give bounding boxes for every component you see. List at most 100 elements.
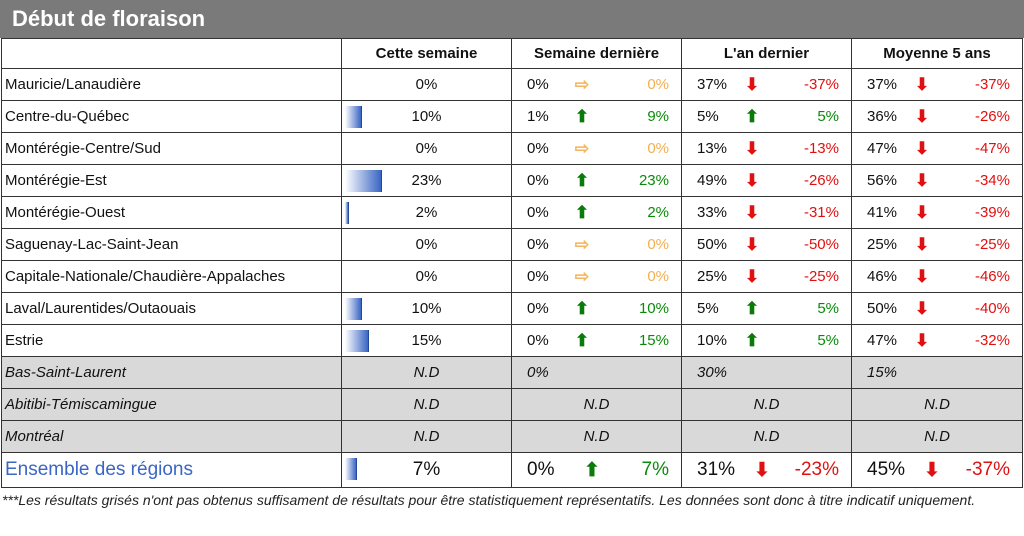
- arrow-right-icon: ⇨: [574, 74, 590, 94]
- avg-cell: 45% ⬇ -37%: [853, 454, 1022, 487]
- avg-cell: 37% ⬇ -37%: [853, 70, 1022, 100]
- arrow-down-icon: ⬇: [914, 202, 930, 222]
- ly-delta-value: -31%: [803, 204, 839, 221]
- lw-column-cell: 0% ⬆ 15%: [511, 324, 682, 357]
- lw-delta-value: 2%: [647, 204, 669, 221]
- ly-value: N.D: [681, 388, 852, 421]
- this-week-cell: 23%: [341, 164, 512, 197]
- lw-column-cell: 0% ⬆ 10%: [511, 292, 682, 325]
- ly-delta-value: -26%: [803, 172, 839, 189]
- ly-cell: 25% ⬇ -25%: [683, 262, 851, 292]
- table-row: Montérégie-Est 23% 0% ⬆ 23% 49% ⬇ -26% 56% ⬇ -34%: [1, 164, 1023, 197]
- lw-column-cell: 0% ⬆ 23%: [511, 164, 682, 197]
- lw-base-value: 0%: [527, 268, 549, 285]
- lw-value: N.D: [511, 388, 682, 421]
- arrow-down-icon: ⬇: [744, 202, 760, 222]
- avg-delta-value: -39%: [974, 204, 1010, 221]
- arrow-down-icon: ⬇: [914, 234, 930, 254]
- arrow-down-icon: ⬇: [914, 170, 930, 190]
- lw-delta-value: 0%: [647, 236, 669, 253]
- region-name: Bas-Saint-Laurent: [1, 356, 342, 389]
- ly-cell: 13% ⬇ -13%: [683, 134, 851, 164]
- arrow-down-icon: ⬇: [744, 170, 760, 190]
- arrow-right-icon: ⇨: [574, 266, 590, 286]
- this-week-cell: 2%: [341, 196, 512, 229]
- arrow-down-icon: ⬇: [914, 330, 930, 350]
- avg-delta-value: -34%: [974, 172, 1010, 189]
- avg-column-cell: 47% ⬇ -47%: [851, 132, 1023, 165]
- region-name: Laval/Laurentides/Outaouais: [1, 292, 342, 325]
- lw-base-value: 0%: [527, 300, 549, 317]
- lw-cell: 0% ⇨ 0%: [513, 70, 681, 100]
- lw-delta-value: 7%: [641, 459, 669, 480]
- arrow-down-icon: ⬇: [914, 266, 930, 286]
- ly-column-cell: 37% ⬇ -37%: [681, 68, 852, 101]
- table-row: Centre-du-Québec 10% 1% ⬆ 9% 5% ⬆ 5% 36% ⬇ -26%: [1, 100, 1023, 133]
- ly-cell: 50% ⬇ -50%: [683, 230, 851, 260]
- arrow-down-icon: ⬇: [914, 138, 930, 158]
- lw-cell: 0% ⬆ 7%: [513, 454, 681, 487]
- avg-cell: 47% ⬇ -32%: [853, 326, 1022, 356]
- avg-column-cell: 47% ⬇ -32%: [851, 324, 1023, 357]
- avg-base-value: 37%: [867, 76, 898, 93]
- avg-column-cell: 36% ⬇ -26%: [851, 100, 1023, 133]
- ly-column-cell: 50% ⬇ -50%: [681, 228, 852, 261]
- ly-column-cell: 5% ⬆ 5%: [681, 100, 852, 133]
- avg-delta-value: -47%: [974, 140, 1010, 157]
- this-week-value: 7%: [412, 459, 441, 480]
- arrow-up-icon: ⬆: [744, 298, 760, 318]
- ly-delta-value: 5%: [817, 332, 839, 349]
- avg-base-value: 36%: [867, 108, 898, 125]
- lw-cell: 0% ⇨ 0%: [513, 230, 681, 260]
- flowering-table: Cette semaine Semaine dernière L'an dern…: [1, 38, 1023, 488]
- table-row-insufficient: Bas-Saint-Laurent N.D 0% 30% 15%: [1, 356, 1023, 389]
- ly-delta-value: -13%: [803, 140, 839, 157]
- arrow-up-icon: ⬆: [574, 106, 590, 126]
- region-name: Mauricie/Lanaudière: [1, 68, 342, 101]
- header-region: [1, 38, 342, 69]
- lw-delta-value: 0%: [647, 268, 669, 285]
- avg-delta-value: -32%: [974, 332, 1010, 349]
- lw-cell: 0% ⬆ 23%: [513, 166, 681, 196]
- this-week-value: 0%: [415, 140, 438, 157]
- lw-delta-value: 10%: [638, 300, 669, 317]
- lw-base-value: 0%: [527, 332, 549, 349]
- avg-base-value: 46%: [867, 268, 898, 285]
- arrow-down-icon: ⬇: [744, 234, 760, 254]
- progress-bar: [345, 202, 349, 224]
- region-name: Montréal: [1, 420, 342, 453]
- ly-column-cell: 10% ⬆ 5%: [681, 324, 852, 357]
- ly-cell: 5% ⬆ 5%: [683, 294, 851, 324]
- lw-base-value: 0%: [527, 140, 549, 157]
- avg-delta-value: -26%: [974, 108, 1010, 125]
- lw-value: 0%: [511, 356, 682, 389]
- this-week-cell: 7%: [341, 452, 512, 488]
- table-row-insufficient: Abitibi-Témiscamingue N.D N.D N.D N.D: [1, 388, 1023, 421]
- table-row-total: Ensemble des régions 7% 0% ⬆ 7% 31% ⬇ -23% 45% ⬇ -…: [1, 452, 1023, 488]
- lw-column-cell: 0% ⇨ 0%: [511, 260, 682, 293]
- table-row: Laval/Laurentides/Outaouais 10% 0% ⬆ 10% 5% ⬆ 5…: [1, 292, 1023, 325]
- this-week-cell: 0%: [341, 260, 512, 293]
- ly-column-cell: 33% ⬇ -31%: [681, 196, 852, 229]
- ly-base-value: 33%: [697, 204, 728, 221]
- arrow-down-icon: ⬇: [744, 266, 760, 286]
- footnote: ***Les résultats grisés n'ont pas obtenu…: [2, 492, 976, 508]
- lw-delta-value: 9%: [647, 108, 669, 125]
- lw-base-value: 0%: [527, 204, 549, 221]
- arrow-up-icon: ⬆: [744, 106, 760, 126]
- avg-column-cell: 56% ⬇ -34%: [851, 164, 1023, 197]
- ly-delta-value: -50%: [803, 236, 839, 253]
- avg-cell: 46% ⬇ -46%: [853, 262, 1022, 292]
- arrow-down-icon: ⬇: [744, 138, 760, 158]
- arrow-up-icon: ⬆: [574, 170, 590, 190]
- ly-base-value: 25%: [697, 268, 728, 285]
- table-row: Estrie 15% 0% ⬆ 15% 10% ⬆ 5% 47% ⬇ -32%: [1, 324, 1023, 357]
- avg-delta-value: -40%: [974, 300, 1010, 317]
- lw-cell: 0% ⇨ 0%: [513, 262, 681, 292]
- lw-column-cell: 0% ⬆ 7%: [511, 452, 682, 488]
- avg-column-cell: 50% ⬇ -40%: [851, 292, 1023, 325]
- ly-base-value: 10%: [697, 332, 728, 349]
- avg-base-value: 41%: [867, 204, 898, 221]
- this-week-cell: 15%: [341, 324, 512, 357]
- lw-base-value: 0%: [527, 236, 549, 253]
